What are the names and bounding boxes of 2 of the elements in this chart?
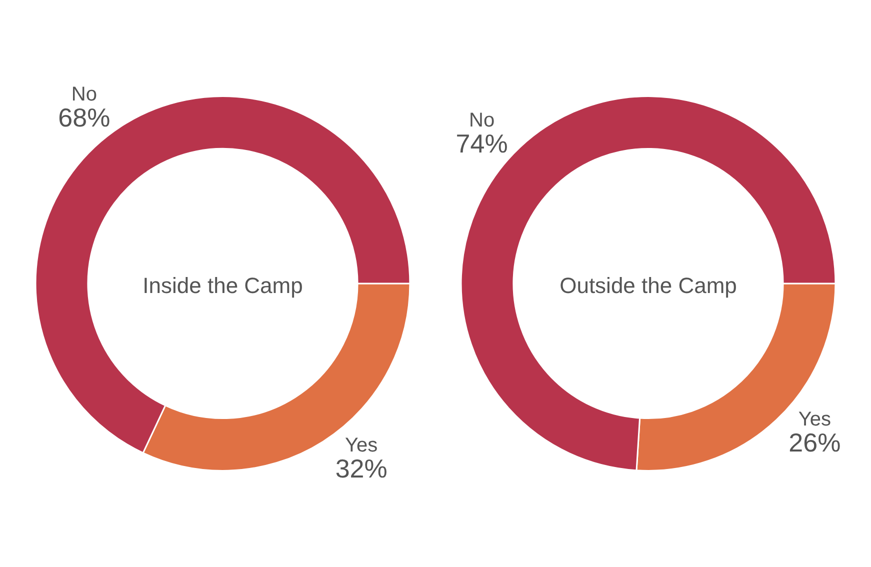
- text: Inside the Camp: [142, 273, 303, 298]
- text: Outside the Camp: [560, 273, 737, 298]
